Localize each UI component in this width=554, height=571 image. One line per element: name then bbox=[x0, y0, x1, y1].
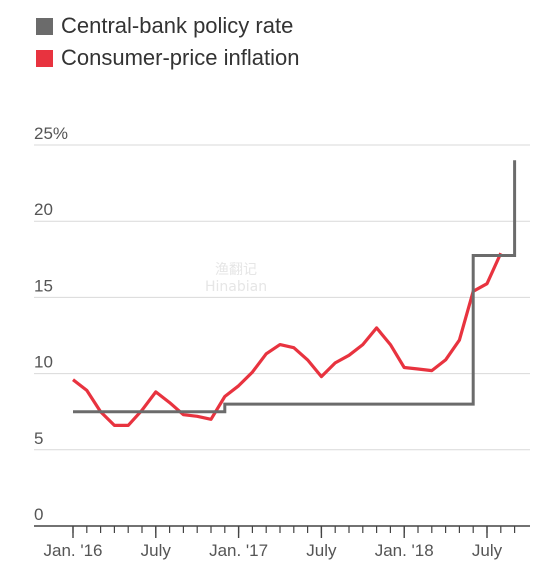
series-line-policy-rate bbox=[73, 160, 517, 414]
legend-label-policy-rate: Central-bank policy rate bbox=[61, 13, 294, 38]
y-tick-label: 20 bbox=[34, 200, 53, 219]
y-tick-label: 5 bbox=[34, 429, 43, 448]
legend-item-policy-rate: Central-bank policy rate bbox=[36, 10, 299, 42]
legend-label-inflation: Consumer-price inflation bbox=[61, 45, 300, 70]
y-tick-label: 25% bbox=[34, 124, 68, 143]
legend-swatch-policy-rate bbox=[36, 17, 53, 35]
legend: Central-bank policy rate Consumer-price … bbox=[36, 10, 299, 74]
x-tick-label: July bbox=[306, 541, 337, 560]
watermark: 渔翻记 Hinabian bbox=[205, 262, 267, 296]
x-tick-label: Jan. '18 bbox=[375, 541, 434, 560]
x-tick-label: July bbox=[472, 541, 503, 560]
x-tick-label: Jan. '17 bbox=[209, 541, 268, 560]
legend-swatch-inflation bbox=[36, 49, 53, 67]
x-tick-label: Jan. '16 bbox=[43, 541, 102, 560]
x-tick-label: July bbox=[141, 541, 172, 560]
y-tick-label: 10 bbox=[34, 353, 53, 372]
y-tick-label: 15 bbox=[34, 276, 53, 295]
y-tick-label: 0 bbox=[34, 505, 43, 524]
watermark-line-2: Hinabian bbox=[205, 279, 268, 295]
watermark-line-1: 渔翻记 bbox=[215, 262, 258, 278]
series-line-inflation bbox=[72, 252, 503, 427]
legend-item-inflation: Consumer-price inflation bbox=[36, 42, 299, 74]
